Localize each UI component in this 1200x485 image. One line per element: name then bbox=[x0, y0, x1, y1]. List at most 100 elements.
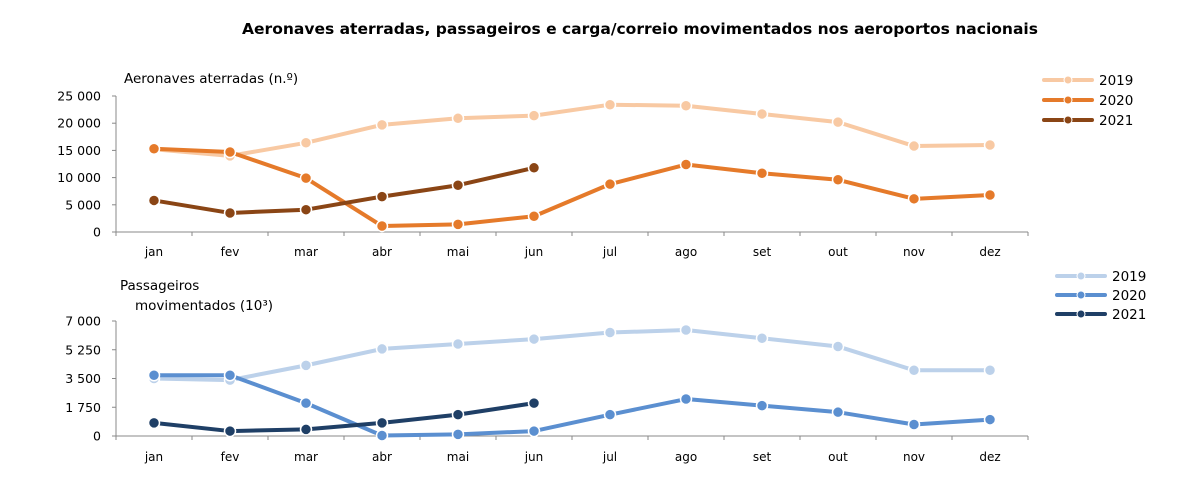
chart2-series-2019-point bbox=[679, 323, 693, 337]
chart2-series-2019-point bbox=[907, 364, 921, 377]
chart2-x-tick-label: dez bbox=[979, 450, 1000, 464]
chart1-series-2019-point bbox=[983, 138, 997, 152]
chart2-series-2020-point bbox=[603, 408, 617, 421]
chart1-y-axis-title: Aeronaves aterradas (n.º) bbox=[124, 71, 299, 87]
chart1-series-2019-point bbox=[451, 112, 465, 125]
chart1-series-2019-point bbox=[375, 118, 389, 132]
page-title: Aeronaves aterradas, passageiros e carga… bbox=[242, 20, 1038, 38]
chart2-x-tick-label: nov bbox=[903, 450, 925, 464]
chart1-series-2019-point bbox=[603, 98, 617, 111]
chart2-series-2020-point bbox=[831, 405, 845, 419]
chart1-y-tick-label: 15 000 bbox=[57, 143, 101, 158]
chart2-series-2021-point bbox=[527, 396, 541, 410]
chart2-series-2019-point bbox=[755, 332, 769, 345]
chart1-series-2020-point bbox=[451, 218, 465, 231]
chart1-series-2020-point bbox=[147, 142, 161, 156]
chart1-series-2019-point bbox=[527, 109, 541, 122]
chart2-series-2021-point bbox=[299, 423, 313, 436]
chart1-series-2020-point bbox=[223, 145, 237, 159]
chart1-series-2021-point bbox=[451, 178, 465, 192]
chart1-series-2020-point bbox=[603, 177, 617, 191]
chart2-legend-label-2020: 2020 bbox=[1112, 288, 1146, 304]
chart1-y-tick-label: 0 bbox=[93, 225, 101, 240]
chart1-x-tick-label: ago bbox=[675, 245, 697, 259]
chart2-legend-label-2019: 2019 bbox=[1112, 269, 1146, 285]
chart1-x-tick-label: jan bbox=[144, 245, 163, 259]
chart1-series-2021-point bbox=[223, 206, 237, 220]
chart2-series-2020-point bbox=[223, 368, 237, 382]
chart2-series-2019-point bbox=[451, 337, 465, 351]
chart2-x-tick-label: ago bbox=[675, 450, 697, 464]
chart2-y-tick-label: 1 750 bbox=[65, 400, 101, 415]
chart1-series-2020-point bbox=[375, 219, 389, 233]
chart2-x-tick-label: jun bbox=[524, 450, 544, 464]
chart1-series-2020-point bbox=[907, 192, 921, 206]
chart2-x-tick-label: mai bbox=[447, 450, 469, 464]
chart1-y-tick-label: 25 000 bbox=[57, 89, 101, 104]
chart2-series-2020-point bbox=[907, 418, 921, 431]
chart1-x-tick-label: set bbox=[753, 245, 772, 259]
chart2-series-2019-point bbox=[831, 340, 845, 353]
chart2-series-2020-point bbox=[755, 399, 769, 412]
chart1-legend-label-2020: 2020 bbox=[1099, 93, 1133, 109]
chart1-x-tick-label: nov bbox=[903, 245, 925, 259]
chart1-series-2020-point bbox=[983, 188, 997, 202]
chart2-series-2019-point bbox=[527, 332, 541, 346]
chart2-legend-label-2021: 2021 bbox=[1112, 307, 1146, 323]
chart1-series-2021-point bbox=[527, 161, 541, 175]
chart1-series-2020-point bbox=[299, 171, 313, 185]
chart1-legend-marker-2020 bbox=[1063, 95, 1073, 105]
chart1-x-tick-label: jul bbox=[602, 245, 617, 259]
chart1-series-2019-point bbox=[907, 139, 921, 153]
chart2-series-2020-point bbox=[147, 368, 161, 382]
chart2-y-tick-label: 0 bbox=[93, 429, 101, 444]
chart1-series-2021-point bbox=[299, 203, 313, 216]
chart2-legend-marker-2019 bbox=[1076, 271, 1086, 281]
chart1-x-tick-label: mar bbox=[294, 245, 318, 259]
chart2-x-tick-label: set bbox=[753, 450, 772, 464]
chart1-legend-label-2021: 2021 bbox=[1099, 113, 1133, 129]
chart2-series-2021-point bbox=[147, 416, 161, 430]
chart1-series-2019-point bbox=[831, 115, 845, 129]
chart2-series-2020-point bbox=[299, 396, 313, 410]
chart1-x-tick-label: fev bbox=[221, 245, 240, 259]
chart2-legend-marker-2020 bbox=[1076, 290, 1086, 300]
chart1-series-2020-point bbox=[527, 209, 541, 223]
chart1-x-tick-label: dez bbox=[979, 245, 1000, 259]
chart1-x-tick-label: jun bbox=[524, 245, 544, 259]
chart2-series-2019-point bbox=[603, 326, 617, 339]
chart2-series-2020-point bbox=[451, 428, 465, 441]
chart2-series-2019-point bbox=[299, 359, 313, 372]
chart1-x-tick-label: abr bbox=[372, 245, 392, 259]
chart2-x-tick-label: abr bbox=[372, 450, 392, 464]
chart1-series-2021-line bbox=[152, 165, 536, 215]
chart2-series-2021-point bbox=[375, 416, 389, 430]
chart2-series-2021-point bbox=[223, 424, 237, 438]
chart1-series-2020-line bbox=[152, 146, 992, 229]
chart2-series-2020-point bbox=[375, 429, 389, 442]
chart2-y-tick-label: 7 000 bbox=[65, 314, 101, 329]
chart2-x-tick-label: fev bbox=[221, 450, 240, 464]
chart1-series-2021-point bbox=[147, 194, 161, 207]
chart2-series-2019-point bbox=[983, 364, 997, 377]
chart2-y-tick-label: 3 500 bbox=[65, 371, 101, 386]
chart2-series-2021-point bbox=[451, 408, 465, 421]
chart2-y-axis-title: Passageiros movimentados (10³) bbox=[120, 276, 273, 316]
chart1-x-tick-label: mai bbox=[447, 245, 469, 259]
chart1-y-tick-label: 10 000 bbox=[57, 170, 101, 185]
chart1-x-tick-label: out bbox=[828, 245, 848, 259]
chart2-series-2019-point bbox=[375, 342, 389, 356]
chart1-series-2019-line bbox=[152, 102, 992, 158]
chart1-series-2020-point bbox=[679, 158, 693, 171]
chart2-x-tick-label: mar bbox=[294, 450, 318, 464]
chart1-series-2019-point bbox=[755, 107, 769, 121]
chart1-series-2021-point bbox=[375, 190, 389, 203]
chart2-series-2020-line bbox=[152, 373, 992, 438]
chart2-y-axis-title-line2: movimentados (10³) bbox=[135, 298, 274, 314]
chart2-y-tick-label: 5 250 bbox=[65, 342, 101, 357]
chart2-series-2020-point bbox=[679, 392, 693, 406]
chart2-x-tick-label: jul bbox=[602, 450, 617, 464]
chart1-series-2019-point bbox=[679, 99, 693, 113]
chart1-series-2020-point bbox=[755, 166, 769, 180]
